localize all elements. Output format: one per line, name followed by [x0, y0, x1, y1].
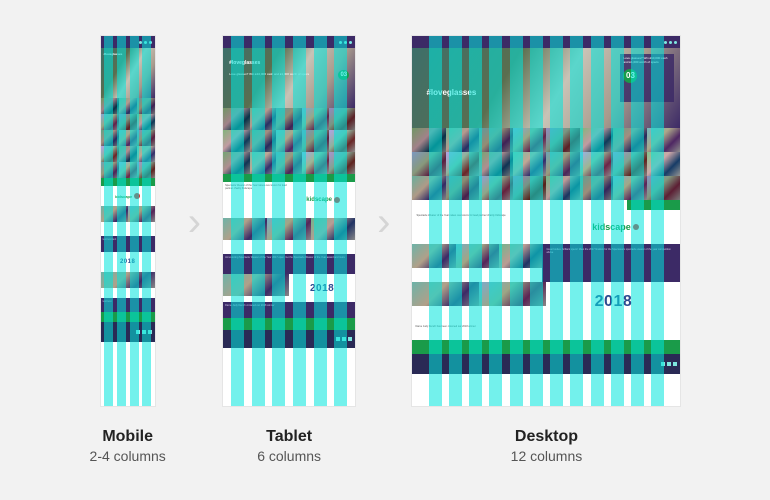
mobile-purple-text-2: text text: [101, 298, 155, 312]
mobile-topbar: [101, 36, 155, 48]
desktop-kidscape-row: Spectacle Wearer of the Year raises over…: [412, 210, 680, 244]
tablet-greenbar: [223, 174, 355, 182]
desktop-screen: #loveglasses Love glasses? Win £10,000 c…: [412, 36, 680, 406]
desktop-faces-grid: [412, 128, 680, 200]
tablet-faces-grid: [223, 108, 355, 174]
desktop-greenbar-2: [412, 340, 680, 354]
tablet-year-row: 2018: [223, 274, 355, 302]
desktop-topbar: [412, 36, 680, 48]
mobile-photostrip-2: [101, 272, 155, 298]
chevron-right-icon: ›: [377, 200, 390, 245]
hashtag: #loveglasses: [229, 60, 260, 66]
tablet-subtitle: 6 columns: [257, 448, 321, 464]
tablet-screen: #loveglasses Love glasses? Win £10,000 c…: [223, 36, 355, 406]
hashtag: #loveglasses: [104, 52, 123, 56]
mobile-caption: Mobile 2-4 columns: [90, 428, 166, 464]
mobile-screen: #loveglasses kidscape text text text 201…: [101, 36, 155, 406]
tablet-kidscape-row: Spectacle Wearer of the Year raises over…: [223, 182, 355, 218]
mobile-footer: [101, 322, 155, 342]
desktop-white-text: Dame Judy Dench has been crowned our 201…: [412, 322, 680, 340]
desktop-greenbar-row: [412, 200, 680, 210]
chevron-right-icon: ›: [188, 200, 201, 245]
mobile-greenbar-2: [101, 312, 155, 322]
tablet-purple-text: Announcing Spectacle Wearer of the Year …: [223, 254, 355, 274]
responsive-grid-diagram: #loveglasses kidscape text text text 201…: [90, 36, 681, 464]
tablet-footer: [223, 330, 355, 348]
mobile-faces-grid: [101, 98, 155, 178]
tablet-greenbar-2: [223, 318, 355, 330]
desktop-caption: Desktop 12 columns: [511, 428, 583, 464]
mobile-purple-text: text text text: [101, 236, 155, 252]
mobile-photostrip-1: [101, 206, 155, 236]
tablet-title: Tablet: [257, 428, 321, 446]
tablet-purple-text-2: Dame Judy Dench crowned our 2018 winner: [223, 302, 355, 318]
mobile-column: #loveglasses kidscape text text text 201…: [90, 36, 166, 464]
mobile-year: 2018: [101, 252, 155, 272]
desktop-year-row: 2018: [412, 282, 680, 322]
mobile-subtitle: 2-4 columns: [90, 448, 166, 464]
mobile-hero: #loveglasses: [101, 48, 155, 98]
tablet-column: #loveglasses Love glasses? Win £10,000 c…: [223, 36, 355, 464]
tablet-hero: #loveglasses Love glasses? Win £10,000 c…: [223, 48, 355, 108]
tablet-photostrip-1: [223, 218, 355, 254]
desktop-column: #loveglasses Love glasses? Win £10,000 c…: [412, 36, 680, 464]
desktop-footer: [412, 354, 680, 374]
hashtag: #loveglasses: [426, 88, 476, 97]
desktop-photostrip-row: Great bodies, brilliant specs! Meet the …: [412, 244, 680, 282]
desktop-hero: #loveglasses Love glasses? Win £10,000 c…: [412, 48, 680, 128]
tablet-topbar: [223, 36, 355, 48]
mobile-kidscape: kidscape: [101, 186, 155, 206]
desktop-title: Desktop: [511, 428, 583, 446]
mobile-greenbar: [101, 178, 155, 186]
tablet-caption: Tablet 6 columns: [257, 428, 321, 464]
mobile-title: Mobile: [90, 428, 166, 446]
desktop-subtitle: 12 columns: [511, 448, 583, 464]
